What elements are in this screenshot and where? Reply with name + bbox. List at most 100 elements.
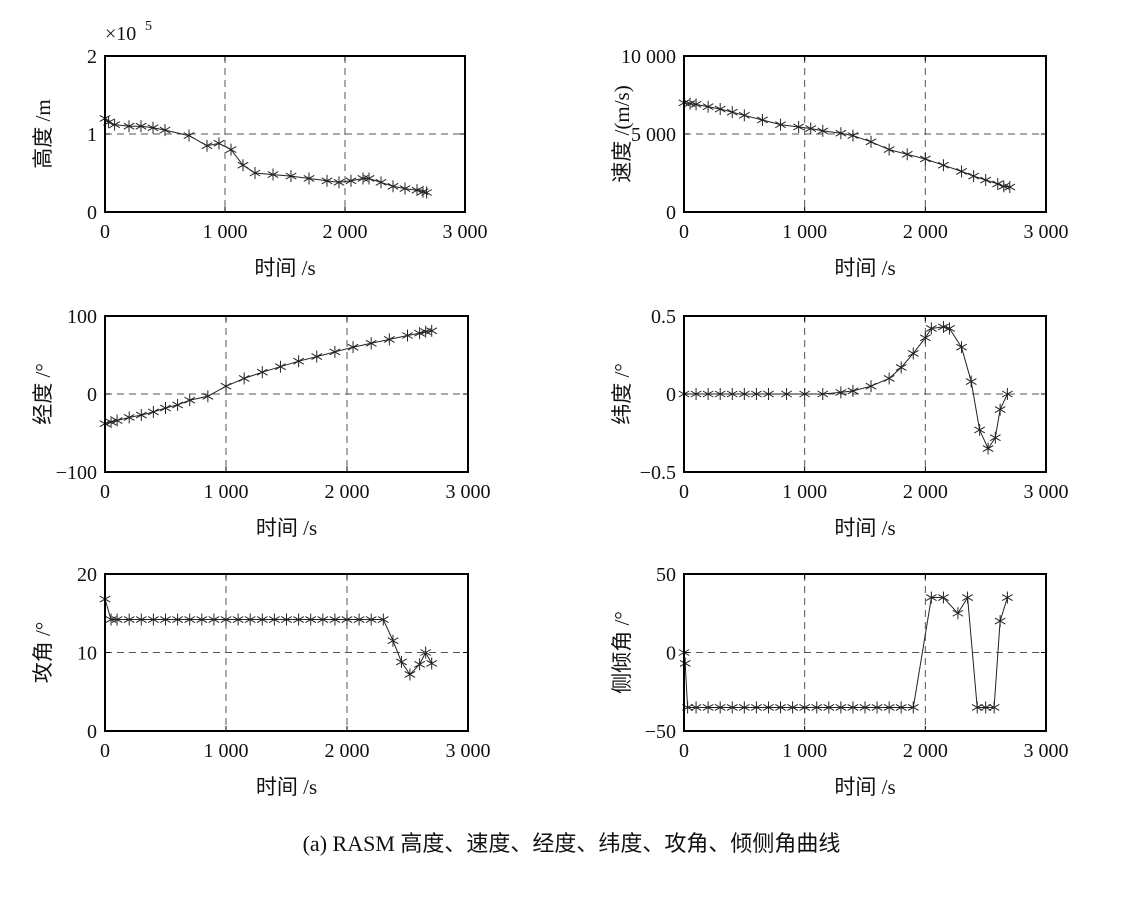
data-point [937, 320, 949, 333]
x-tick-label: 3 000 [446, 481, 491, 503]
x-tick-label: 1 000 [203, 221, 248, 243]
data-point [988, 701, 1000, 714]
marker-stroke [702, 103, 714, 111]
y-tick-label: 5 000 [631, 124, 676, 146]
marker-stroke [865, 138, 877, 146]
marker-stroke [387, 182, 399, 190]
data-point [109, 118, 121, 131]
x-tick-label: 3 000 [443, 221, 488, 243]
data-point [835, 386, 847, 399]
marker-stroke [702, 704, 714, 711]
data-point [738, 388, 750, 400]
x-tick-label: 1 000 [782, 740, 827, 762]
data-point [377, 613, 389, 626]
marker-stroke [196, 616, 208, 623]
data-point [135, 613, 147, 626]
marker-stroke [383, 335, 395, 343]
marker-stroke [399, 185, 411, 193]
data-point [714, 103, 726, 116]
data-point [992, 177, 1004, 190]
data-point [347, 341, 359, 354]
marker-stroke [135, 122, 147, 130]
data-point [952, 607, 964, 620]
x-tick-label: 1 000 [782, 221, 827, 243]
marker-stroke [333, 178, 345, 186]
y-axis-label: 攻角 /° [31, 622, 55, 683]
marker-stroke [249, 169, 261, 177]
data-point [123, 411, 135, 424]
marker-stroke [363, 175, 375, 182]
data-point [817, 388, 829, 400]
marker-stroke [956, 343, 968, 351]
data-point [293, 613, 305, 626]
data-point [805, 122, 817, 135]
data-point [225, 143, 237, 156]
y-tick-label: 0 [666, 202, 676, 224]
data-point [329, 345, 341, 358]
marker-stroke [988, 704, 1000, 711]
data-point [160, 613, 171, 626]
marker-stroke [426, 327, 438, 335]
marker-stroke [971, 704, 983, 711]
data-point [123, 120, 135, 133]
data-point [1004, 181, 1016, 194]
marker-stroke [220, 382, 232, 390]
marker-stroke [714, 390, 726, 398]
marker-stroke [347, 343, 359, 351]
y-axis-label: 经度 /° [31, 363, 55, 424]
data-point [1001, 388, 1013, 400]
x-axis-label: 时间 /s [254, 256, 315, 280]
y-axis-label: 高度 /m [31, 99, 55, 168]
y-axis-label: 速度 /(m/s) [610, 85, 634, 182]
x-tick-label: 3 000 [1024, 221, 1069, 243]
marker-stroke [962, 594, 974, 601]
marker-stroke [387, 637, 399, 645]
data-point [365, 613, 377, 626]
marker-stroke [937, 594, 949, 601]
marker-stroke [123, 616, 135, 623]
data-point [956, 341, 968, 354]
marker-stroke [762, 390, 774, 398]
data-point [363, 172, 375, 185]
data-point [817, 124, 829, 137]
axis-exponent-power: 5 [145, 19, 152, 34]
series-line [684, 326, 1008, 450]
y-tick-label: 1 [87, 124, 97, 146]
y-tick-label: 20 [77, 564, 97, 586]
data-point [775, 118, 787, 131]
data-point [974, 423, 986, 436]
data-point [268, 613, 280, 626]
data-point [426, 324, 438, 337]
marker-stroke [679, 660, 691, 667]
x-tick-label: 0 [100, 221, 110, 243]
marker-stroke [184, 616, 196, 623]
marker-stroke [159, 126, 171, 134]
data-point [907, 701, 919, 714]
marker-stroke [738, 390, 750, 398]
data-point [847, 384, 859, 397]
marker-stroke [980, 704, 992, 711]
marker-stroke [395, 658, 407, 666]
data-point [865, 380, 877, 393]
marker-stroke [232, 616, 244, 623]
marker-stroke [202, 392, 214, 400]
data-point [775, 701, 787, 714]
marker-stroke [937, 323, 949, 331]
marker-stroke [871, 704, 883, 711]
marker-stroke [859, 704, 871, 711]
y-tick-label: −50 [645, 721, 676, 743]
data-point [411, 184, 423, 197]
marker-stroke [111, 616, 123, 623]
data-point [244, 613, 256, 626]
data-point [989, 431, 1001, 444]
marker-stroke [895, 704, 907, 711]
figure-caption: (a) RASM 高度、速度、经度、纬度、攻角、倾侧角曲线 [302, 831, 841, 856]
y-tick-label: 0 [87, 721, 97, 743]
marker-stroke [811, 704, 823, 711]
data-point [859, 701, 871, 714]
data-point [414, 327, 426, 340]
data-point [895, 361, 907, 374]
data-point [980, 701, 992, 714]
data-point [895, 701, 907, 714]
